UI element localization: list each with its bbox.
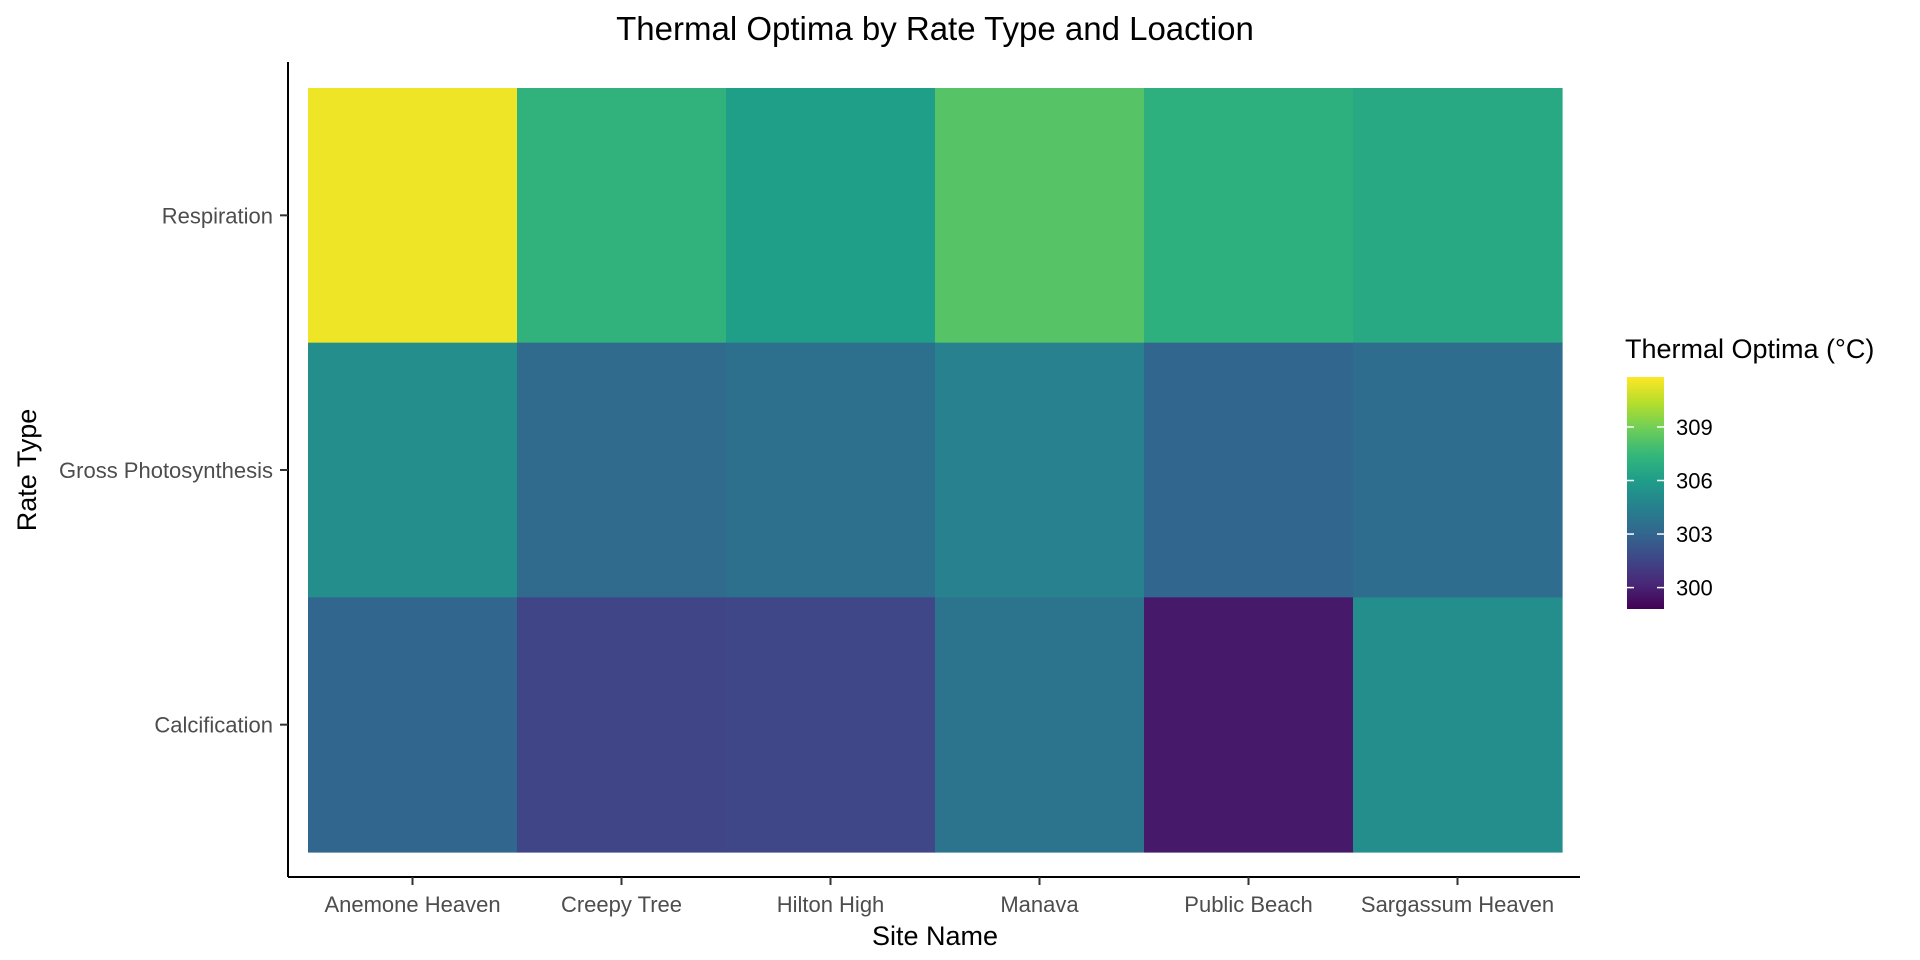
x-tick-label: Public Beach [1184,892,1312,917]
x-tick-label: Anemone Heaven [324,892,500,917]
heatmap-cell [935,342,1145,598]
heatmap-cell [726,597,936,853]
heatmap-cell [1353,597,1563,853]
x-axis-title: Site Name [872,921,998,951]
chart-title: Thermal Optima by Rate Type and Loaction [616,10,1254,47]
x-tick-label: Sargassum Heaven [1361,892,1554,917]
heatmap-cell [517,88,727,344]
heatmap-cell [935,597,1145,853]
heatmap-cell [1144,342,1354,598]
heatmap-cell [1144,597,1354,853]
y-axis-title: Rate Type [12,409,42,532]
legend-colorbar [1627,377,1664,609]
legend-tick-label: 300 [1676,576,1713,601]
y-tick-label: Calcification [154,713,273,738]
heatmap-cell [308,342,518,598]
heatmap-cells [308,88,1563,853]
y-tick-label: Respiration [162,203,273,228]
legend-ticks: 300 303 306 309 [1627,415,1713,601]
heatmap-cell [726,342,936,598]
heatmap-cell [308,88,518,344]
y-axis-ticks: Respiration Gross Photosynthesis Calcifica… [59,203,288,738]
heatmap-cell [1353,342,1563,598]
heatmap-cell [1144,88,1354,344]
color-legend: Thermal Optima (°C) 300 303 306 309 [1625,334,1874,609]
heatmap-cell [935,88,1145,344]
heatmap-cell [308,597,518,853]
heatmap-cell [726,88,936,344]
legend-title: Thermal Optima (°C) [1625,334,1874,364]
x-tick-label: Manava [1000,892,1079,917]
x-tick-label: Creepy Tree [561,892,682,917]
heatmap-cell [1353,88,1563,344]
legend-tick-label: 303 [1676,522,1713,547]
y-tick-label: Gross Photosynthesis [59,458,273,483]
heatmap-cell [517,342,727,598]
x-axis-ticks: Anemone Heaven Creepy Tree Hilton High Mana… [324,877,1554,917]
heatmap-cell [517,597,727,853]
legend-tick-label: 309 [1676,415,1713,440]
legend-tick-label: 306 [1676,469,1713,494]
x-tick-label: Hilton High [777,892,885,917]
